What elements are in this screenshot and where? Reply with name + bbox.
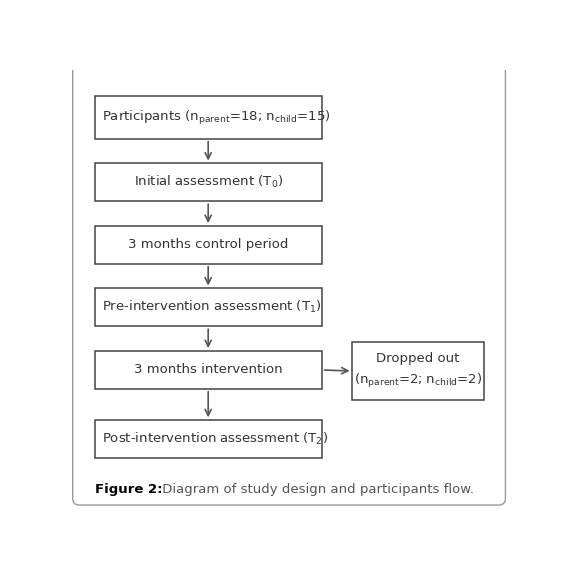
Text: Dropped out: Dropped out [376,352,460,365]
Bar [95,351,322,389]
Bar [95,96,322,139]
FancyBboxPatch shape [73,65,505,505]
Text: 3 months intervention: 3 months intervention [134,364,283,376]
Text: (n$_{\rm parent}$=2; n$_{\rm child}$=2): (n$_{\rm parent}$=2; n$_{\rm child}$=2) [354,372,482,390]
Bar [95,420,322,458]
Text: Initial assessment (T$_{\rm 0}$): Initial assessment (T$_{\rm 0}$) [134,175,283,190]
Text: Pre-intervention assessment (T$_{\rm 1}$): Pre-intervention assessment (T$_{\rm 1}$… [103,299,322,316]
Bar [95,226,322,264]
Bar [352,342,483,400]
Bar [95,164,322,201]
Text: Participants (n$_{\rm parent}$=18; n$_{\rm child}$=15): Participants (n$_{\rm parent}$=18; n$_{\… [103,108,331,126]
Bar [95,288,322,327]
Text: Diagram of study design and participants flow.: Diagram of study design and participants… [158,483,474,496]
Text: 3 months control period: 3 months control period [128,238,288,251]
Text: Figure 2:: Figure 2: [95,483,162,496]
Text: Post-intervention assessment (T$_{\rm 2}$): Post-intervention assessment (T$_{\rm 2}… [103,431,329,447]
